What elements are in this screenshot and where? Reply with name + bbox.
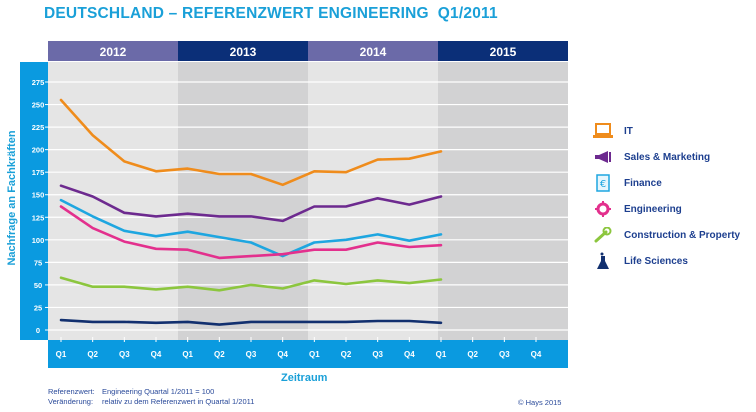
- chart-title: DEUTSCHLAND – REFERENZWERT ENGINEERING Q…: [44, 5, 498, 22]
- legend-item-finance: € Finance: [592, 170, 740, 196]
- footnote-value: Engineering Quartal 1/2011 = 100: [102, 387, 215, 396]
- x-tick-label: Q2: [341, 350, 352, 359]
- x-axis: Q1 Q2 Q3 Q4 Q1 Q2 Q3 Q4 Q1 Q2 Q3 Q4 Q1 Q2 Q3 Q4: [48, 337, 568, 368]
- year-label: 2013: [230, 45, 257, 59]
- x-tick-label: Q2: [467, 350, 478, 359]
- legend-label: Engineering: [624, 203, 682, 215]
- copyright: © Hays 2015: [518, 398, 562, 407]
- y-tick-label: 225: [32, 123, 45, 132]
- y-tick-label: 200: [32, 146, 45, 155]
- year-label: 2012: [100, 45, 127, 59]
- year-header-band: [308, 41, 438, 61]
- plot-band-2015: [438, 62, 568, 340]
- y-tick-label: 75: [34, 258, 42, 267]
- y-tick-label: 50: [34, 281, 42, 290]
- legend-label: Life Sciences: [624, 255, 688, 267]
- legend-item-engineering: Engineering: [592, 196, 740, 222]
- x-tick-label: Q2: [214, 350, 225, 359]
- year-label: 2015: [490, 45, 517, 59]
- legend-item-construction-property: Construction & Property: [592, 222, 740, 248]
- footnote-value: relativ zu dem Referenzwert in Quartal 1…: [102, 397, 255, 406]
- legend-item-sales-marketing: Sales & Marketing: [592, 144, 740, 170]
- y-axis-band: [20, 62, 48, 340]
- x-tick-label: Q3: [499, 350, 510, 359]
- legend-item-life-sciences: Life Sciences: [592, 248, 740, 274]
- gridlines: [48, 81, 568, 331]
- y-axis-label: Nachfrage an Fachkräften: [6, 130, 18, 266]
- x-axis-label: Zeitraum: [281, 372, 328, 384]
- legend-label: Finance: [624, 177, 662, 189]
- x-tick-label: Q4: [404, 350, 415, 359]
- x-tick-label: Q3: [372, 350, 383, 359]
- svg-text:€: €: [600, 179, 606, 190]
- series-line-sales-marketing: [59, 184, 443, 223]
- x-tick-label: Q3: [246, 350, 257, 359]
- plot-band-2012: [48, 62, 178, 340]
- wrench-icon: [592, 226, 614, 244]
- legend-item-it: IT: [592, 118, 740, 144]
- footnote-key: Veränderung:: [48, 397, 94, 406]
- laptop-icon: [592, 122, 614, 140]
- x-tick-label: Q4: [151, 350, 162, 359]
- x-tick-label: Q3: [119, 350, 130, 359]
- y-tick-label: 125: [32, 213, 45, 222]
- legend: IT Sales & Marketing € Finance Engineeri…: [592, 118, 740, 274]
- x-tick-label: Q4: [277, 350, 288, 359]
- x-tick-label: Q1: [436, 350, 447, 359]
- y-tick-label: 250: [32, 101, 45, 110]
- year-header-band: [178, 41, 308, 61]
- y-tick-label: 25: [34, 303, 42, 312]
- y-tick-label: 150: [32, 191, 45, 200]
- year-header-band: [48, 41, 178, 61]
- x-tick-label: Q1: [56, 350, 67, 359]
- series-line-finance: [59, 198, 443, 258]
- year-header-band: [438, 41, 568, 61]
- flask-icon: [592, 252, 614, 270]
- series-lines: [59, 98, 443, 326]
- footnote-row: Referenzwert: Engineering Quartal 1/2011…: [48, 387, 254, 397]
- year-label: 2014: [360, 45, 387, 59]
- series-line-life-sciences: [59, 318, 443, 326]
- y-tick-label: 275: [32, 78, 45, 87]
- gear-icon: [592, 200, 614, 218]
- y-tick-label: 0: [36, 326, 40, 335]
- x-axis-band: [48, 340, 568, 368]
- legend-label: Sales & Marketing: [624, 151, 711, 163]
- x-tick-label: Q1: [309, 350, 320, 359]
- series-line-engineering: [59, 205, 443, 260]
- footnote-key: Referenzwert:: [48, 387, 95, 396]
- footnote-row: Veränderung: relativ zu dem Referenzwert…: [48, 397, 254, 407]
- series-line-it: [59, 98, 443, 187]
- legend-label: IT: [624, 125, 633, 137]
- y-tick-label: 100: [32, 236, 45, 245]
- footnote: Referenzwert: Engineering Quartal 1/2011…: [48, 387, 254, 407]
- series-line-construction-property: [59, 276, 443, 292]
- legend-label: Construction & Property: [624, 229, 741, 241]
- x-tick-label: Q1: [182, 350, 193, 359]
- y-tick-label: 175: [32, 168, 45, 177]
- x-tick-label: Q4: [531, 350, 542, 359]
- year-header: 2012 2013 2014 2015: [48, 41, 568, 61]
- euro-document-icon: €: [592, 174, 614, 192]
- megaphone-icon: [592, 148, 614, 166]
- plot-band-2014: [308, 62, 438, 340]
- x-tick-label: Q2: [87, 350, 98, 359]
- plot-band-2013: [178, 62, 308, 340]
- year-background-bands: [48, 62, 568, 340]
- y-axis: 0 25 50 75 100 125 150 175 200 225 250 275: [20, 62, 50, 340]
